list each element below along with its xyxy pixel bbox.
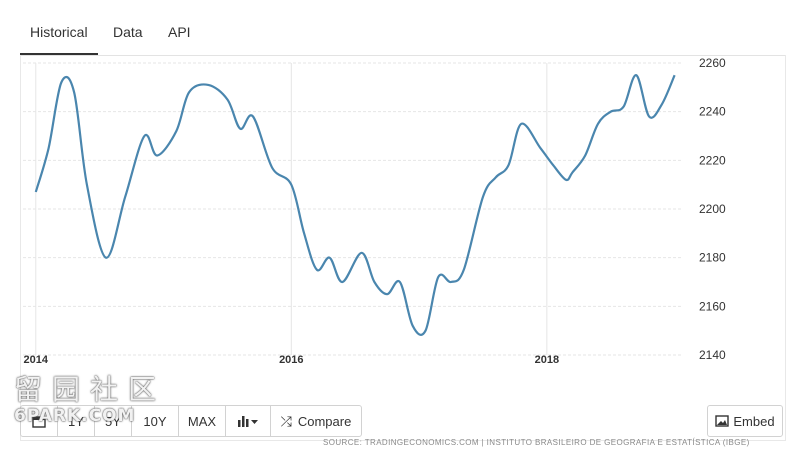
source-note: SOURCE: TRADINGECONOMICS.COM | INSTITUTO… [323, 438, 750, 447]
y-tick-label: 2240 [699, 105, 726, 119]
y-tick-label: 2200 [699, 202, 726, 216]
embed-label: Embed [733, 413, 775, 429]
shuffle-icon: ⤮ [280, 412, 292, 429]
y-tick-label: 2260 [699, 56, 726, 70]
series-line [34, 74, 676, 336]
y-tick-label: 2180 [699, 251, 726, 265]
calendar-icon [32, 415, 46, 428]
image-icon [715, 415, 730, 427]
line-chart: 2140 2160 2180 2200 2220 2240 2260 2014 2016 2018 [23, 56, 726, 366]
y-tick-label: 2140 [699, 348, 726, 362]
range-5y-button[interactable]: 5Y [94, 405, 132, 437]
tab-bar: Historical Data API [20, 14, 786, 56]
y-tick-label: 2160 [699, 299, 726, 313]
chart-panel: 2140 2160 2180 2200 2220 2240 2260 2014 2016 2018… [20, 55, 786, 447]
bar-chart-dropdown-icon [238, 415, 258, 427]
range-button-bar: 1Y 5Y 10Y MAX ⤮ Compare [20, 405, 362, 437]
compare-label: Compare [297, 413, 352, 429]
x-tick-label: 2016 [279, 354, 303, 366]
embed-button[interactable]: Embed [707, 405, 783, 437]
chart-type-button[interactable] [225, 405, 271, 437]
range-1y-button[interactable]: 1Y [57, 405, 95, 437]
x-tick-label: 2014 [24, 354, 49, 366]
tab-api[interactable]: API [168, 24, 191, 40]
range-10y-button[interactable]: 10Y [131, 405, 179, 437]
tab-data[interactable]: Data [113, 24, 143, 40]
x-tick-label: 2018 [535, 354, 559, 366]
y-tick-label: 2220 [699, 153, 726, 167]
range-max-button[interactable]: MAX [178, 405, 226, 437]
calendar-button[interactable] [20, 405, 58, 437]
tab-historical[interactable]: Historical [20, 24, 98, 55]
compare-button[interactable]: ⤮ Compare [270, 405, 362, 437]
